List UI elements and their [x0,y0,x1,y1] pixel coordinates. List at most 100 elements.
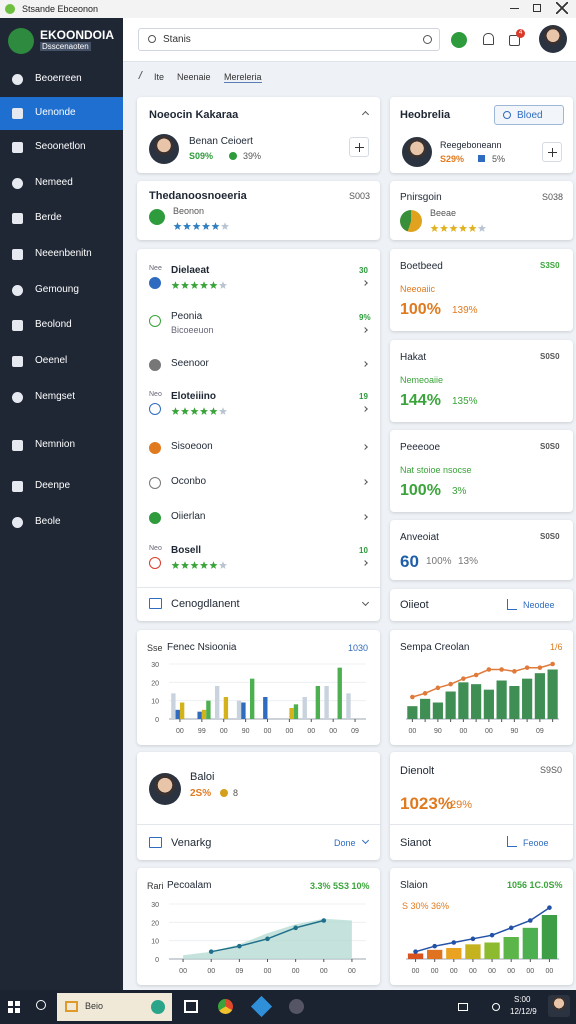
x-tick-label: 00 [431,968,439,975]
expand-icon[interactable] [361,836,370,845]
list-item[interactable]: Peonia Bicoeeuon 9% [137,307,380,339]
list-item[interactable]: Seenoor [137,354,380,380]
nav-item[interactable]: Nemeed [0,167,123,200]
nav-item[interactable]: Deenpe [0,470,123,503]
point [461,676,466,681]
nav-label: Seoonetlon [35,141,86,152]
search-box[interactable]: Stanis [138,28,440,51]
search-button[interactable] [36,1000,46,1010]
breadcrumb-item[interactable]: Mereleria [224,72,262,83]
star [190,561,199,569]
card-footer: Venarkg [171,837,212,849]
maximize-button[interactable] [533,4,541,12]
footer-action[interactable]: Neodee [523,600,555,610]
nav-item[interactable]: Beolond [0,309,123,342]
star [181,281,189,289]
expand-icon[interactable] [361,598,370,607]
primary-stat: 100% [400,482,441,499]
star [200,561,208,569]
x-tick-label: 00 [179,968,187,975]
item-tag: Nee [149,265,162,272]
summary-card: Pnirsgoin S038 Beeae [390,181,573,240]
star [209,561,218,569]
card-title: Pnirsgoin [400,192,442,203]
star [459,224,467,232]
add-button[interactable] [349,137,369,157]
nav-item[interactable]: Beole [0,506,123,539]
user-avatar[interactable] [548,995,570,1017]
breadcrumb-item[interactable]: Neenaie [177,72,211,82]
item-label: Seenoor [171,358,209,369]
list-item[interactable]: Neo Eloteiiino 19 [137,386,380,415]
nav-item[interactable]: Neeenbenitn [0,238,123,271]
rating-stars [171,557,231,575]
app-badge [151,1000,165,1014]
x-tick-label: 00 [264,728,272,735]
add-button[interactable] [542,142,562,162]
star [171,561,180,569]
secondary-stat: 139% [452,305,478,316]
breadcrumb-item[interactable]: Ite [154,72,165,82]
bar [197,711,202,719]
tray-icon[interactable] [492,1003,500,1011]
bar [432,702,443,719]
rating-stars [173,218,233,236]
status-icon[interactable] [451,32,467,48]
bar [214,686,220,719]
list-item[interactable]: Nee Dielaeat 30 [137,260,380,289]
nav-label: Beole [35,516,61,527]
x-tick-label: 90 [434,728,442,735]
nav-item[interactable]: Nemgset [0,381,123,414]
collapse-icon[interactable] [361,110,370,119]
item-icon [149,512,161,524]
stat: 2S% [190,788,212,799]
footer-action[interactable]: Feooe [523,838,549,848]
x-tick-label: 00 [320,968,328,975]
list-item[interactable]: Oiierlan [137,507,380,533]
taskbar-app[interactable]: Beio [57,993,172,1021]
item-chevron [362,327,368,333]
nav-icon [12,142,23,153]
taskbar-icon[interactable] [250,995,273,1018]
close-button[interactable] [556,2,568,14]
x-tick-label: 00 [220,728,228,735]
bar [249,678,255,719]
nav-item[interactable]: Seoonetlon [0,131,123,164]
nav-item[interactable]: Gemoung [0,274,123,307]
nav-item[interactable]: Berde [0,202,123,235]
bell-icon[interactable] [483,33,494,45]
inbox-icon[interactable] [509,35,520,46]
item-chevron [362,514,368,520]
user-avatar[interactable] [539,25,567,53]
x-tick-label: 00 [488,968,496,975]
list-item[interactable]: Sisoeoon [137,437,380,463]
chart: 00 90 00 00 90 09 [406,661,559,735]
footer-action[interactable]: Done [334,838,356,848]
chart-card: Sempa Creolan 1/6 00 90 00 00 90 09 [390,630,573,745]
metric-label: Neeoaiic [400,284,436,294]
item-icon [149,315,161,327]
point [547,905,552,910]
stat-icon [220,789,228,797]
nav-item[interactable]: Nemnion [0,429,123,462]
point [413,949,418,954]
nav-item[interactable]: Uenonde [0,97,123,130]
nav-icon [12,74,23,85]
start-button[interactable] [8,1001,20,1013]
metric-label: Nemeoaiie [400,375,444,385]
nav-item[interactable]: Oeenel [0,345,123,378]
search-button[interactable] [423,35,432,44]
tray-icon[interactable] [458,1003,468,1011]
list-item[interactable]: Oconbo [137,472,380,498]
taskbar-icon[interactable] [218,999,233,1014]
filter-button[interactable]: Bloed [494,105,564,125]
star [478,224,486,232]
list-item[interactable]: Neo Bosell 10 [137,540,380,569]
taskbar-icon[interactable] [289,999,304,1014]
bar [503,937,519,959]
minimize-button[interactable] [510,8,519,9]
divider [137,824,380,825]
taskbar-icon[interactable] [184,1000,198,1013]
nav-item[interactable]: Beoerreen [0,63,123,96]
list-footer[interactable]: Cenogdlanent [171,598,240,610]
